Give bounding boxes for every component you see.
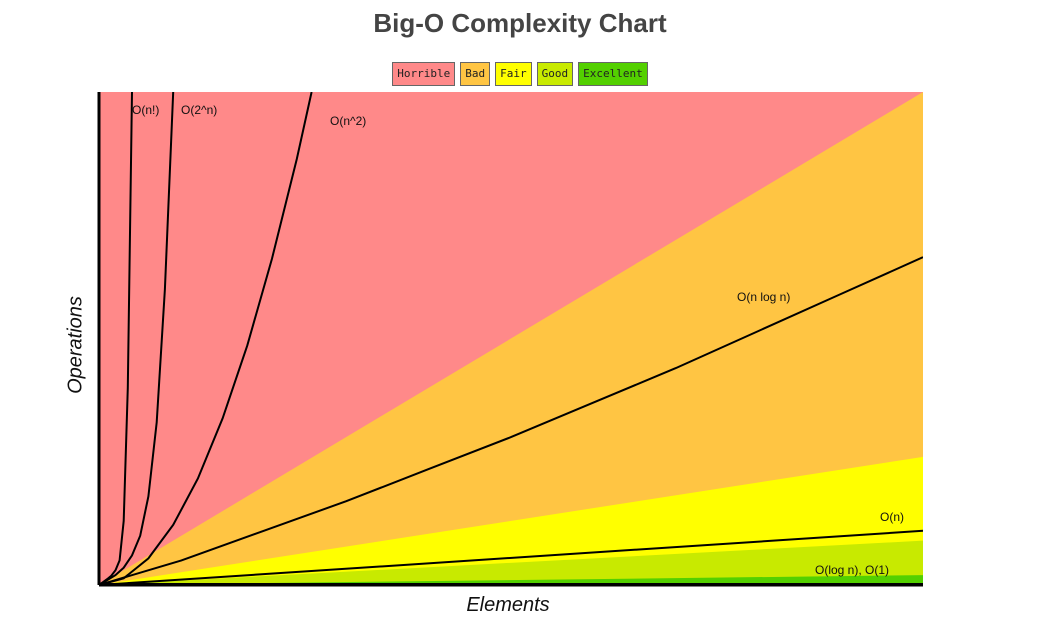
curve-o-n-2 [99,92,313,586]
y-axis-label: Operations [64,296,87,394]
legend-item-fair: Fair [495,62,532,86]
label-o-log-n-o-1: O(log n), O(1) [815,563,889,577]
curve-o-n [99,529,923,586]
legend-item-horrible: Horrible [392,62,456,86]
label-o-n-2: O(n^2) [330,114,366,128]
curve-o-n-log-n [99,256,923,586]
legend-item-excellent: Excellent [578,62,648,86]
zone-excellent [99,575,923,585]
legend: Horrible Bad Fair Good Excellent [0,62,1040,86]
label-o-n: O(n!) [132,103,159,117]
label-o-2-n: O(2^n) [181,103,217,117]
label-o-n-log-n: O(n log n) [737,290,790,304]
chart-title: Big-O Complexity Chart [373,8,667,38]
legend-item-bad: Bad [460,62,491,86]
curve-o-2-n [99,92,175,586]
x-axis-label: Elements [466,594,550,616]
zone-good [99,540,923,585]
zone-bad [99,92,923,585]
legend-item-good: Good [536,62,574,86]
label-o-n: O(n) [880,510,904,524]
